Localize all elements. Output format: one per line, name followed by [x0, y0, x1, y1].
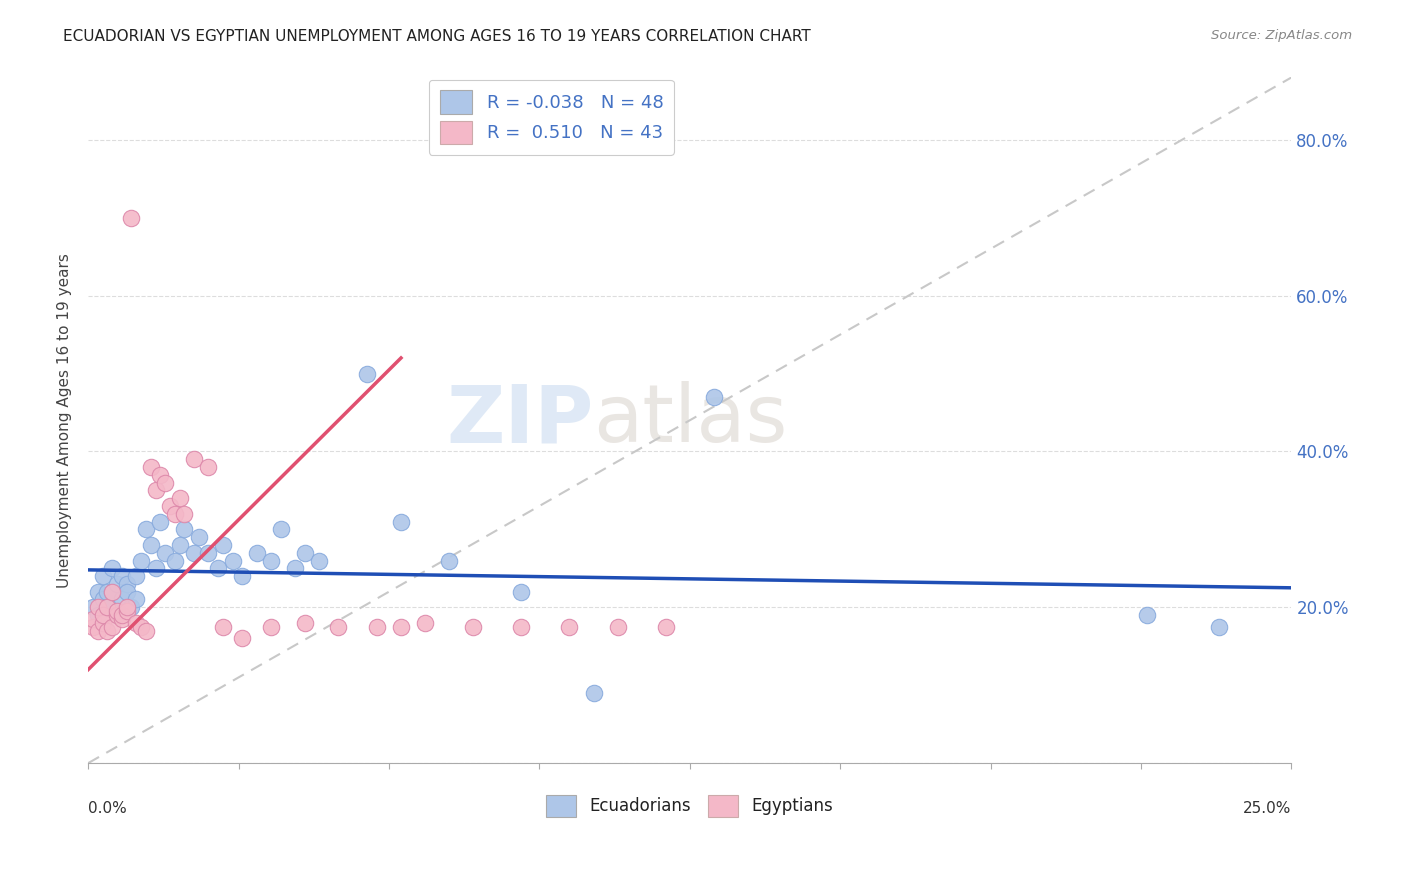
- Point: [82, 600, 104, 615]
- Point: [121, 600, 143, 615]
- Point: [139, 538, 162, 552]
- Point: [510, 584, 533, 599]
- Point: [149, 467, 172, 482]
- Point: [169, 538, 191, 552]
- Point: [87, 624, 110, 638]
- Point: [115, 584, 138, 599]
- Point: [135, 624, 157, 638]
- Point: [125, 592, 148, 607]
- Point: [284, 561, 307, 575]
- Point: [101, 584, 124, 599]
- Point: [111, 612, 134, 626]
- Point: [91, 592, 114, 607]
- Point: [101, 584, 124, 599]
- Point: [703, 390, 725, 404]
- Point: [96, 624, 118, 638]
- Text: atlas: atlas: [593, 381, 787, 459]
- Point: [105, 577, 128, 591]
- Point: [1208, 620, 1230, 634]
- Text: ZIP: ZIP: [446, 381, 593, 459]
- Point: [125, 569, 148, 583]
- Point: [105, 608, 128, 623]
- Point: [87, 600, 110, 615]
- Point: [87, 608, 110, 623]
- Point: [169, 491, 191, 506]
- Point: [558, 620, 581, 634]
- Point: [111, 592, 134, 607]
- Point: [221, 553, 243, 567]
- Point: [366, 620, 388, 634]
- Point: [125, 615, 148, 630]
- Point: [115, 600, 138, 615]
- Point: [96, 584, 118, 599]
- Point: [145, 561, 167, 575]
- Point: [212, 538, 235, 552]
- Point: [163, 507, 186, 521]
- Point: [606, 620, 628, 634]
- Point: [1136, 608, 1159, 623]
- Point: [231, 632, 253, 646]
- Point: [145, 483, 167, 498]
- Point: [463, 620, 485, 634]
- Point: [270, 522, 292, 536]
- Point: [153, 475, 176, 490]
- Text: 25.0%: 25.0%: [1243, 801, 1292, 816]
- Point: [356, 367, 378, 381]
- Text: Source: ZipAtlas.com: Source: ZipAtlas.com: [1212, 29, 1353, 42]
- Point: [187, 530, 209, 544]
- Point: [260, 620, 283, 634]
- Point: [159, 499, 181, 513]
- Point: [173, 507, 195, 521]
- Point: [105, 608, 128, 623]
- Point: [139, 460, 162, 475]
- Point: [413, 615, 436, 630]
- Point: [183, 546, 205, 560]
- Point: [82, 620, 104, 634]
- Point: [173, 522, 195, 536]
- Point: [121, 211, 143, 225]
- Point: [582, 686, 605, 700]
- Point: [153, 546, 176, 560]
- Point: [389, 515, 412, 529]
- Point: [294, 546, 316, 560]
- Point: [654, 620, 676, 634]
- Point: [115, 577, 138, 591]
- Point: [246, 546, 269, 560]
- Point: [91, 615, 114, 630]
- Point: [328, 620, 350, 634]
- Point: [96, 600, 118, 615]
- Point: [111, 608, 134, 623]
- Point: [115, 604, 138, 618]
- Point: [101, 561, 124, 575]
- Point: [437, 553, 460, 567]
- Point: [91, 608, 114, 623]
- Point: [510, 620, 533, 634]
- Point: [207, 561, 229, 575]
- Point: [163, 553, 186, 567]
- Point: [149, 515, 172, 529]
- Point: [129, 553, 152, 567]
- Point: [129, 620, 152, 634]
- Legend: Ecuadorians, Egyptians: Ecuadorians, Egyptians: [540, 789, 839, 823]
- Point: [91, 569, 114, 583]
- Point: [294, 615, 316, 630]
- Point: [212, 620, 235, 634]
- Point: [197, 546, 219, 560]
- Point: [101, 620, 124, 634]
- Text: 0.0%: 0.0%: [89, 801, 127, 816]
- Point: [389, 620, 412, 634]
- Point: [183, 452, 205, 467]
- Point: [197, 460, 219, 475]
- Text: ECUADORIAN VS EGYPTIAN UNEMPLOYMENT AMONG AGES 16 TO 19 YEARS CORRELATION CHART: ECUADORIAN VS EGYPTIAN UNEMPLOYMENT AMON…: [63, 29, 811, 44]
- Point: [96, 600, 118, 615]
- Point: [82, 612, 104, 626]
- Point: [308, 553, 330, 567]
- Point: [105, 604, 128, 618]
- Point: [135, 522, 157, 536]
- Y-axis label: Unemployment Among Ages 16 to 19 years: Unemployment Among Ages 16 to 19 years: [58, 252, 72, 588]
- Point: [260, 553, 283, 567]
- Point: [87, 584, 110, 599]
- Point: [111, 569, 134, 583]
- Point: [231, 569, 253, 583]
